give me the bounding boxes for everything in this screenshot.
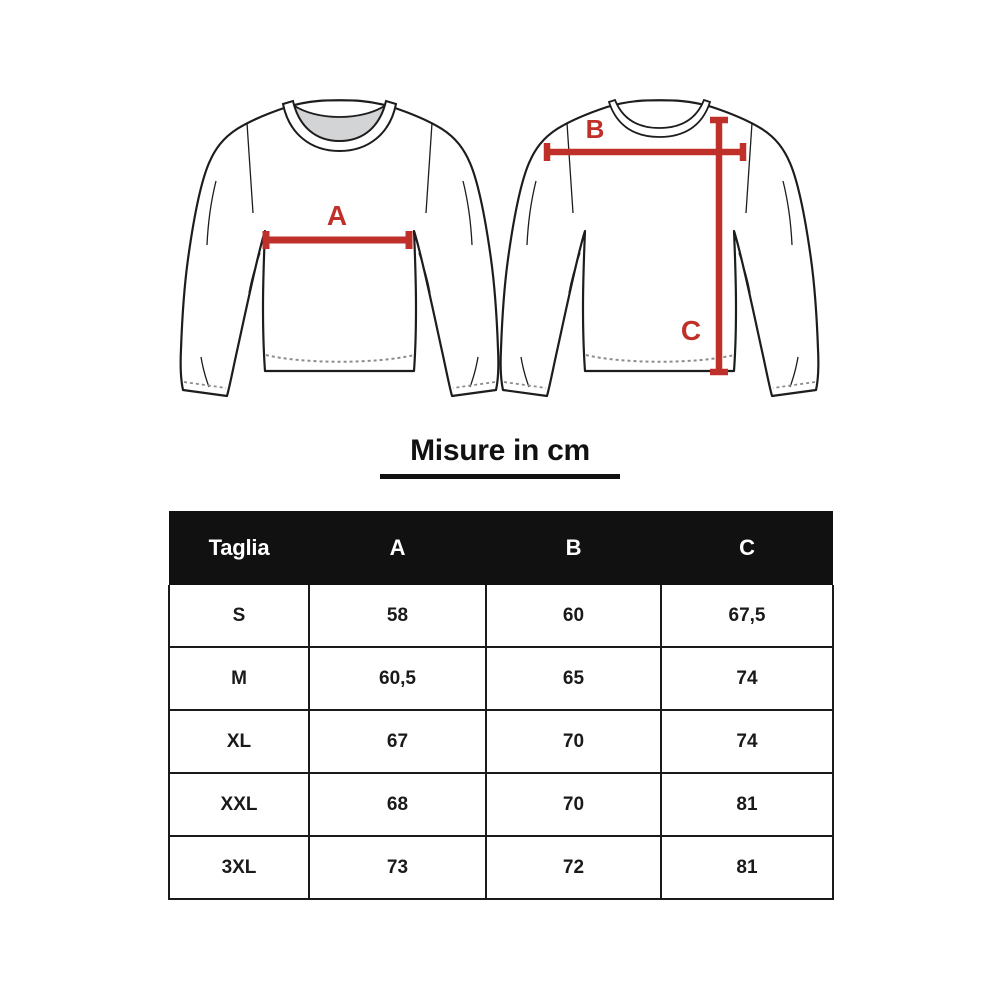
measurement-label-a: A — [327, 200, 347, 231]
cell-b: 70 — [485, 709, 662, 774]
front-garment-body — [179, 99, 500, 398]
cell-b: 72 — [485, 835, 662, 900]
measurement-line-c — [710, 116, 728, 376]
cell-b: 70 — [485, 772, 662, 837]
cell-size: M — [168, 646, 310, 711]
cell-size: XL — [168, 709, 310, 774]
front-cuff-stitches — [183, 381, 496, 389]
measurement-line-a — [262, 231, 413, 249]
cell-a: 60,5 — [308, 646, 487, 711]
front-sleeve-creases — [200, 180, 479, 388]
cell-a: 73 — [308, 835, 487, 900]
table-row: S 58 60 67,5 — [168, 585, 834, 648]
front-collar-band — [281, 99, 398, 153]
garment-illustrations: A — [0, 85, 1000, 425]
column-header-b: B — [565, 535, 582, 560]
column-header-c: C — [739, 535, 755, 560]
back-collar-band — [607, 98, 712, 138]
cell-size: S — [168, 585, 310, 648]
cell-a: 67 — [308, 709, 487, 774]
front-hem-stitch — [265, 354, 415, 363]
cell-a: 68 — [308, 772, 487, 837]
cell-b: 65 — [485, 646, 662, 711]
measurement-label-b: B — [586, 114, 605, 144]
chart-title-block: Misure in cm — [0, 432, 1000, 479]
garment-back-view: B C — [495, 85, 825, 425]
chart-title: Misure in cm — [410, 434, 590, 467]
cell-c: 81 — [660, 835, 834, 900]
column-header-a: A — [389, 535, 406, 560]
table-header-row: Taglia A B C — [169, 511, 833, 585]
column-header-size: Taglia — [208, 535, 270, 560]
cell-size: 3XL — [168, 835, 310, 900]
back-garment-body — [499, 99, 820, 398]
cell-b: 60 — [485, 585, 662, 648]
cell-a: 58 — [308, 585, 487, 648]
size-table-body: S 58 60 67,5 M 60,5 65 74 XL 67 70 74 XX… — [168, 585, 834, 900]
back-shoulder-seams — [566, 122, 753, 214]
garment-front-view: A — [175, 85, 505, 425]
front-shoulder-seams — [246, 122, 433, 214]
cell-size: XXL — [168, 772, 310, 837]
table-row: M 60,5 65 74 — [168, 646, 834, 711]
measurement-label-c: C — [681, 315, 701, 346]
title-underline — [380, 474, 620, 479]
table-row: XXL 68 70 81 — [168, 772, 834, 837]
table-row: XL 67 70 74 — [168, 709, 834, 774]
size-table: Taglia A B C S 58 60 67,5 M 60,5 65 74 X… — [168, 511, 834, 900]
cell-c: 74 — [660, 646, 834, 711]
cell-c: 67,5 — [660, 585, 834, 648]
size-table-head: Taglia A B C — [169, 511, 833, 585]
back-cuff-stitches — [503, 381, 816, 389]
table-row: 3XL 73 72 81 — [168, 835, 834, 900]
measurement-line-b — [543, 143, 747, 161]
cell-c: 81 — [660, 772, 834, 837]
cell-c: 74 — [660, 709, 834, 774]
